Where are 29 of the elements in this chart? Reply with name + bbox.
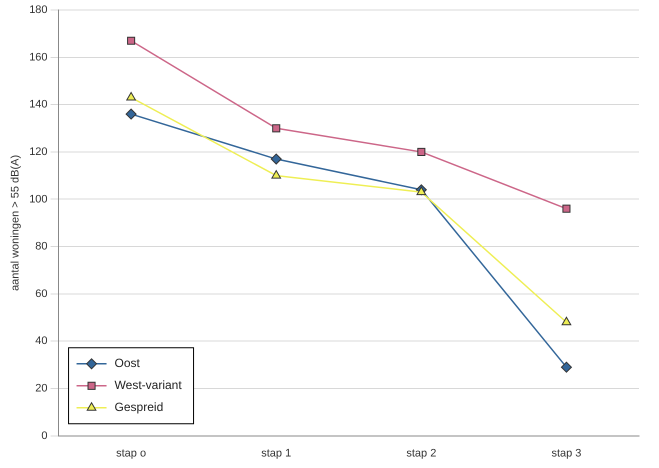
point	[271, 170, 282, 179]
x-tick-label: stap 3	[551, 447, 582, 460]
y-tick-label: 40	[35, 335, 48, 348]
point	[126, 108, 137, 120]
point	[272, 124, 280, 132]
y-tick-label: 180	[29, 4, 48, 16]
legend-label: Oost	[114, 356, 141, 370]
point	[562, 204, 570, 213]
y-tick-label: 80	[35, 240, 48, 253]
point	[416, 186, 426, 196]
legend-label: Gespreid	[114, 400, 164, 414]
y-tick-label: 120	[29, 146, 48, 158]
point	[127, 36, 136, 45]
legend-label: West-variant	[114, 378, 182, 392]
y-tick-label: 160	[29, 51, 48, 64]
x-tick-label: stap 1	[261, 447, 292, 460]
point	[560, 362, 572, 373]
point	[417, 148, 426, 156]
y-tick-label: 100	[29, 193, 48, 206]
x-tick-label: stap 2	[406, 447, 436, 460]
point	[126, 92, 136, 101]
point	[562, 316, 572, 326]
y-tick-label: 0	[41, 430, 48, 442]
y-tick-label: 140	[29, 98, 48, 111]
point	[270, 154, 282, 165]
x-tick-label: stap o	[116, 447, 146, 460]
y-tick-label: 20	[35, 382, 48, 395]
y-axis-title: aantal woningen > 55 dB(A)	[10, 154, 22, 291]
y-tick-label: 60	[35, 288, 48, 300]
